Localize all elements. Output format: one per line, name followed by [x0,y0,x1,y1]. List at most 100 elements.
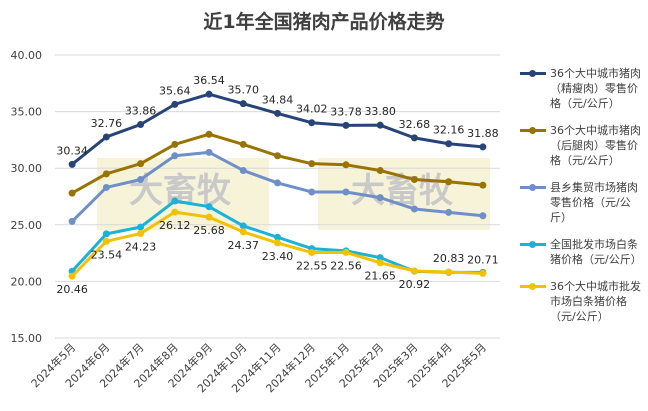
data-label: 24.37 [228,239,260,252]
data-point [479,269,487,277]
data-label: 26.12 [159,219,191,232]
data-point [102,230,110,238]
data-label: 22.55 [296,260,328,273]
legend-label: 县乡集贸市场猪肉零售价格（元/公斤） [550,181,638,224]
legend-marker [529,127,536,134]
legend-marker [529,70,536,77]
data-point [205,90,213,98]
data-point [274,179,281,187]
data-label: 25.68 [193,224,225,237]
data-label: 35.64 [159,84,191,97]
data-label: 32.16 [433,124,465,137]
legend-label: 36个大中城市猪肉（精瘦肉）零售价格（元/公斤） [550,67,641,110]
data-point [376,194,384,202]
legend-label: 36个大中城市猪肉（后腿肉）零售价格（元/公斤） [550,124,641,167]
data-point [308,188,316,196]
legend-marker [529,184,536,191]
data-label: 36.54 [193,74,225,87]
data-point [274,152,281,160]
data-label: 23.54 [91,248,123,261]
data-label: 31.88 [467,127,499,140]
data-point [376,254,384,262]
data-label: 32.68 [399,118,431,131]
data-label: 33.86 [125,105,157,118]
legend-item: 36个大中城市猪肉（精瘦肉）零售价格（元/公斤） [520,66,642,111]
data-point [68,272,76,280]
data-point [205,213,213,221]
data-label: 35.70 [228,84,260,97]
legend: 36个大中城市猪肉（精瘦肉）零售价格（元/公斤） 36个大中城市猪肉（后腿肉）零售… [520,66,642,336]
data-point [239,222,247,230]
data-label: 23.40 [262,250,294,263]
legend-item: 36个大中城市猪肉（后腿肉）零售价格（元/公斤） [520,123,642,168]
data-point [102,133,110,141]
data-point [308,119,316,127]
data-label: 30.34 [56,144,88,157]
data-label: 32.76 [91,117,123,130]
data-point [137,160,145,168]
data-point [342,188,350,196]
y-tick-label: 15.00 [11,332,43,345]
data-label: 22.56 [330,259,362,272]
data-point [239,166,247,174]
y-tick-label: 20.00 [11,275,43,288]
data-point [479,181,487,189]
y-tick-label: 40.00 [11,49,43,62]
data-label: 20.71 [467,253,499,266]
data-point [68,160,76,168]
data-point [239,140,247,148]
data-point [410,267,418,275]
data-point [410,134,418,142]
data-label: 33.80 [364,105,396,118]
data-label: 20.46 [56,283,88,296]
data-point [137,223,145,231]
data-point [137,121,145,129]
data-point [410,176,418,184]
data-point [274,233,281,241]
data-point [239,100,247,108]
data-point [102,237,110,245]
data-point [445,178,453,186]
y-tick-label: 30.00 [11,162,43,175]
data-point [342,121,350,129]
data-point [376,166,384,174]
watermark: 大畜牧 [129,171,232,211]
y-tick-label: 35.00 [11,106,43,119]
data-point [171,140,179,148]
data-point [137,176,145,184]
chart-title: 近1年全国猪肉产品价格走势 [203,10,444,33]
data-point [274,239,281,247]
data-point [376,259,384,267]
data-point [445,140,453,148]
data-point [274,109,281,117]
data-point [342,161,350,169]
data-point [308,160,316,168]
data-point [239,228,247,236]
data-point [410,205,418,213]
data-point [342,248,350,256]
data-point [205,148,213,156]
data-point [171,208,179,216]
data-point [205,203,213,211]
data-point [205,130,213,138]
data-point [171,152,179,160]
data-label: 20.83 [433,252,465,265]
data-point [137,230,145,238]
data-point [102,170,110,178]
legend-item: 36个大中城市批发市场白条猪价格（元/公斤） [520,279,642,324]
y-tick-label: 25.00 [11,219,43,232]
data-point [479,212,487,220]
data-point [308,249,316,257]
legend-item: 全国批发市场白条猪价格（元/公斤） [520,237,642,267]
data-point [68,217,76,225]
data-label: 20.92 [399,278,431,291]
data-point [479,143,487,151]
data-label: 21.65 [364,270,396,283]
data-point [102,183,110,191]
data-point [376,121,384,129]
data-label: 34.02 [296,103,328,116]
legend-marker [529,283,536,290]
data-point [68,189,76,197]
